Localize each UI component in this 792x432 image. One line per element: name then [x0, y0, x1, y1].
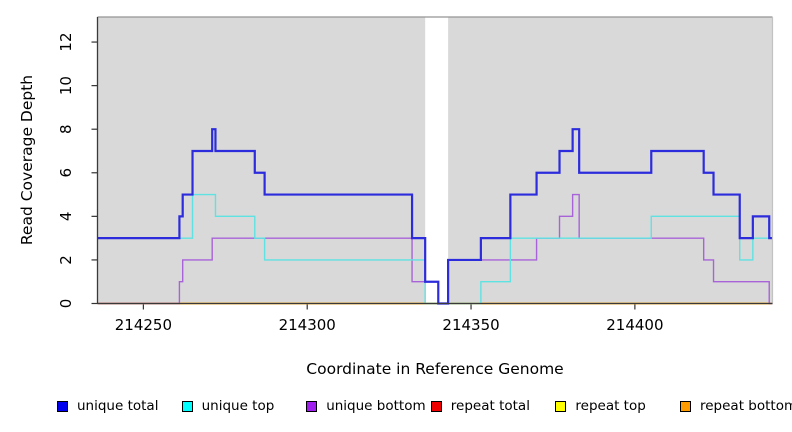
legend-label: unique bottom — [326, 398, 426, 414]
series-line-unique-bottom — [97, 193, 773, 305]
legend-label: repeat bottom — [700, 398, 792, 414]
y-axis-title: Read Coverage Depth — [18, 74, 36, 246]
legend-swatch-repeat-total — [430, 400, 442, 412]
legend-item-unique-total: unique total — [57, 398, 158, 414]
legend-label: repeat total — [450, 398, 530, 414]
x-tick-label: 214300 — [279, 316, 336, 334]
legend-item-repeat-top: repeat top — [555, 398, 646, 414]
series-line-unique-total — [97, 128, 773, 305]
y-tick-label: 10 — [57, 76, 75, 95]
x-tick-label: 214350 — [442, 316, 499, 334]
y-tick-label: 0 — [57, 299, 75, 309]
legend-label: repeat top — [575, 398, 646, 414]
y-tick-label: 12 — [57, 33, 75, 52]
x-axis-title: Coordinate in Reference Genome — [306, 360, 564, 378]
legend-label: unique total — [77, 398, 159, 414]
legend-swatch-unique-bottom — [306, 400, 318, 412]
y-tick-label: 2 — [57, 255, 75, 265]
legend-swatch-repeat-bottom — [680, 400, 691, 412]
legend-item-unique-bottom: unique bottom — [306, 398, 426, 414]
legend-label: unique top — [201, 398, 275, 414]
legend-item-unique-top: unique top — [181, 398, 275, 414]
legend-swatch-unique-top — [181, 400, 193, 412]
x-tick-label: 214400 — [606, 316, 663, 334]
x-tick-label: 214250 — [115, 316, 172, 334]
masked-region-band — [425, 17, 449, 304]
y-tick-label: 6 — [57, 168, 75, 178]
legend-swatch-unique-total — [57, 400, 68, 412]
y-tick-label: 4 — [57, 212, 75, 222]
legend-item-repeat-bottom: repeat bottom — [680, 398, 792, 414]
legend-swatch-repeat-top — [555, 400, 567, 412]
y-tick-label: 8 — [57, 124, 75, 134]
legend-item-repeat-total: repeat total — [430, 398, 530, 414]
